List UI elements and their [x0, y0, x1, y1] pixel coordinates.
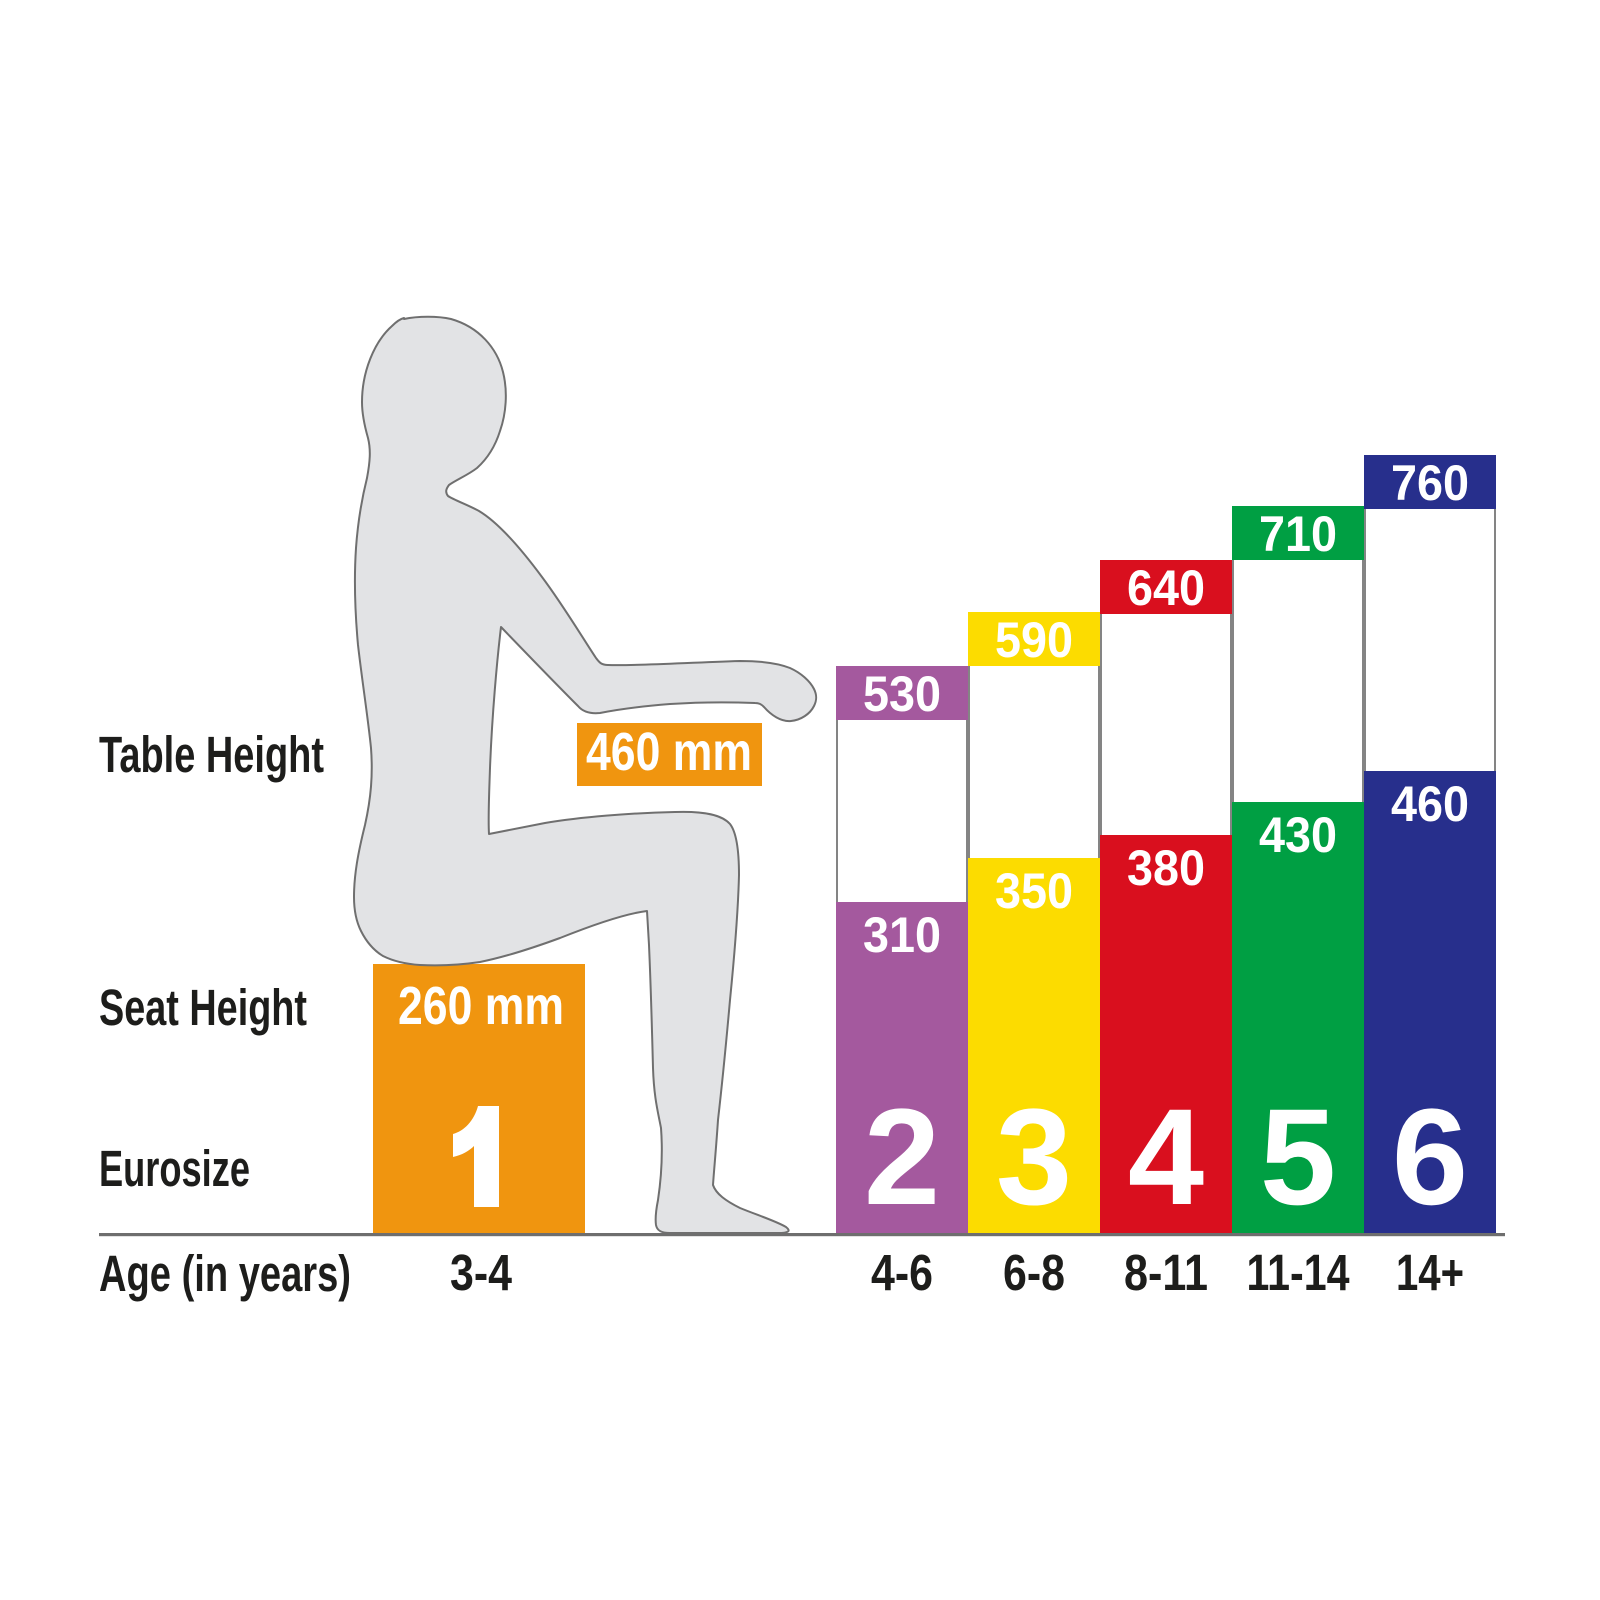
svg-text:Eurosize: Eurosize — [99, 1140, 250, 1197]
svg-text:6-8: 6-8 — [1003, 1244, 1065, 1301]
svg-text:Table Height: Table Height — [99, 726, 324, 783]
svg-text:5: 5 — [1260, 1081, 1336, 1234]
svg-text:8-11: 8-11 — [1124, 1244, 1208, 1301]
svg-text:4-6: 4-6 — [871, 1244, 933, 1301]
svg-text:6: 6 — [1392, 1081, 1468, 1234]
svg-text:710: 710 — [1259, 506, 1337, 562]
svg-text:11-14: 11-14 — [1247, 1244, 1351, 1301]
svg-text:380: 380 — [1127, 840, 1205, 896]
svg-text:4: 4 — [1128, 1081, 1204, 1234]
svg-text:530: 530 — [863, 666, 941, 722]
svg-text:260 mm: 260 mm — [398, 976, 564, 1036]
svg-text:590: 590 — [995, 612, 1073, 668]
svg-text:310: 310 — [863, 907, 941, 963]
svg-text:640: 640 — [1127, 560, 1205, 616]
svg-text:460 mm: 460 mm — [586, 722, 752, 782]
svg-text:3-4: 3-4 — [450, 1244, 513, 1301]
svg-text:3: 3 — [996, 1081, 1072, 1234]
svg-text:460: 460 — [1391, 776, 1469, 832]
svg-text:430: 430 — [1259, 807, 1337, 863]
svg-text:14+: 14+ — [1396, 1244, 1464, 1301]
svg-text:2: 2 — [864, 1081, 940, 1234]
svg-text:Age (in years): Age (in years) — [99, 1245, 351, 1302]
svg-text:760: 760 — [1391, 455, 1469, 511]
svg-text:Seat Height: Seat Height — [99, 979, 307, 1036]
svg-text:350: 350 — [995, 863, 1073, 919]
